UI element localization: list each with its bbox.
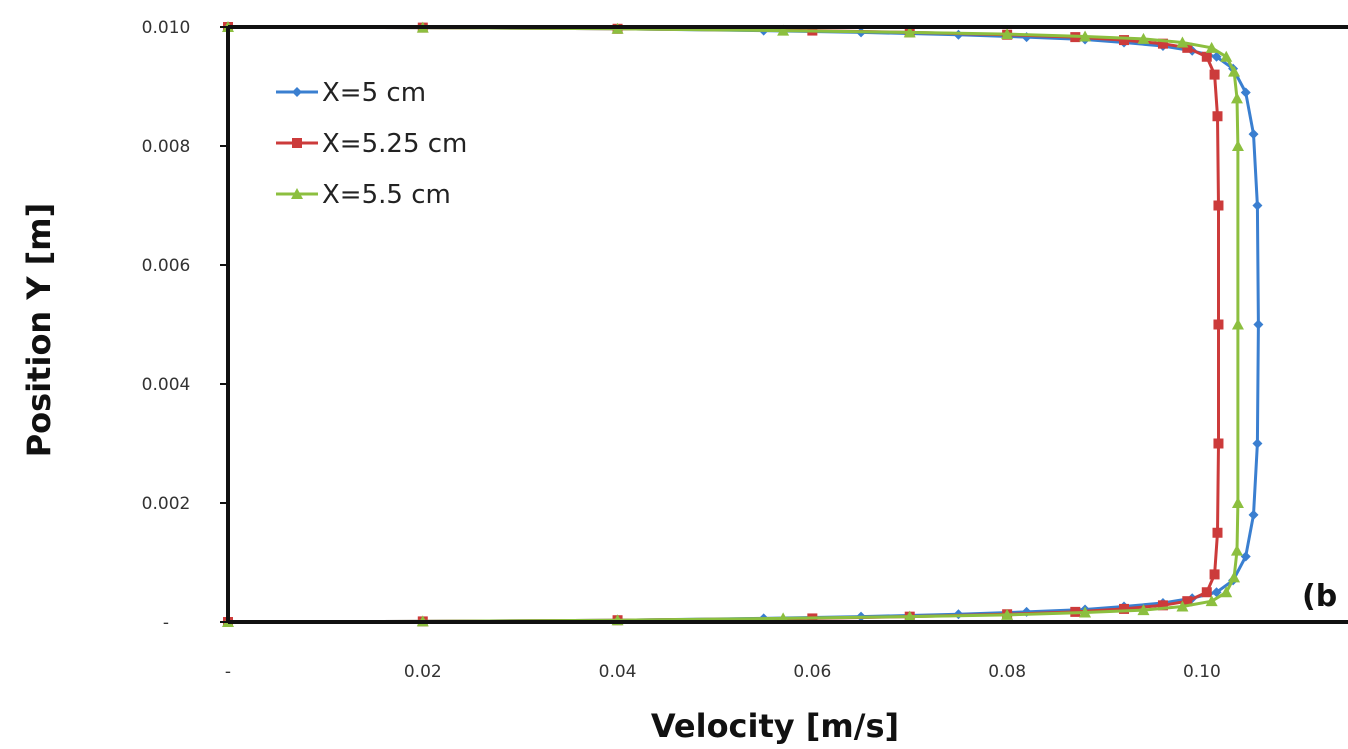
data-point xyxy=(1228,571,1241,583)
data-point xyxy=(1231,497,1244,508)
data-point xyxy=(1137,604,1150,616)
x-tick-label: 0.04 xyxy=(599,662,637,682)
data-point xyxy=(1253,319,1264,330)
data-point xyxy=(1230,92,1243,104)
y-tick-label: 0.006 xyxy=(142,256,191,276)
data-point xyxy=(1209,569,1220,580)
x-tick-label: 0.02 xyxy=(404,662,442,682)
data-point xyxy=(1252,438,1263,449)
x-axis-title: Velocity [m/s] xyxy=(651,707,899,745)
data-point xyxy=(292,87,302,97)
data-point xyxy=(1231,140,1244,151)
x-tick-label: - xyxy=(225,662,231,682)
data-point xyxy=(903,610,916,622)
data-point xyxy=(1212,527,1223,538)
data-point xyxy=(1211,51,1222,62)
y-axis-title: Position Y [m] xyxy=(20,203,58,458)
data-point xyxy=(1079,606,1092,618)
data-point xyxy=(1176,600,1189,612)
data-point xyxy=(1205,41,1218,53)
data-point xyxy=(1176,36,1189,48)
axes-layer: - 0.002 0.004 0.006 0.008 0.010 - 0.02 0.04 0.06 0… xyxy=(142,18,1348,682)
data-point xyxy=(1137,32,1150,44)
data-point xyxy=(291,188,303,199)
x-tick-label: 0.06 xyxy=(793,662,831,682)
x-tick-label: 0.08 xyxy=(988,662,1026,682)
series-layer xyxy=(222,21,1264,627)
series-line xyxy=(227,25,1260,624)
x-tick-label: 0.10 xyxy=(1183,662,1221,682)
data-point xyxy=(1119,603,1129,614)
data-point xyxy=(1213,319,1224,330)
data-point xyxy=(903,26,916,38)
legend-item: X=5 cm xyxy=(276,78,426,108)
data-point xyxy=(1209,69,1220,80)
legend: X=5 cm X=5.25 cm X=5.5 cm xyxy=(276,78,467,210)
series-line xyxy=(227,25,1240,624)
legend-label: X=5.25 cm xyxy=(322,129,467,159)
data-point xyxy=(1248,509,1259,520)
data-point xyxy=(292,138,302,148)
series-line xyxy=(227,25,1220,624)
data-point xyxy=(1201,587,1212,598)
data-point xyxy=(1213,200,1224,211)
data-point xyxy=(1252,200,1263,211)
y-tick-label: 0.002 xyxy=(142,494,191,514)
data-point xyxy=(1240,551,1251,562)
series-3 xyxy=(222,21,1244,627)
data-point xyxy=(1157,38,1168,49)
y-tick-label: 0.004 xyxy=(142,375,191,395)
data-point xyxy=(1231,318,1244,330)
data-point xyxy=(1248,129,1259,140)
data-point xyxy=(1220,586,1233,598)
legend-label: X=5 cm xyxy=(322,78,426,108)
data-point xyxy=(777,24,790,36)
data-point xyxy=(1228,65,1241,77)
panel-label: (b xyxy=(1302,579,1337,614)
y-tick-label: - xyxy=(163,613,169,633)
y-tick-label: 0.008 xyxy=(142,137,191,157)
data-point xyxy=(1212,111,1223,122)
data-point xyxy=(1213,438,1224,449)
legend-label: X=5.5 cm xyxy=(322,180,451,210)
data-point xyxy=(1001,608,1014,620)
series-1 xyxy=(223,22,1264,627)
data-point xyxy=(1205,595,1218,607)
legend-item: X=5.25 cm xyxy=(276,129,467,159)
data-point xyxy=(1201,51,1212,62)
legend-item: X=5.5 cm xyxy=(276,180,451,210)
data-point xyxy=(1001,28,1014,40)
data-point xyxy=(1182,42,1193,53)
series-2 xyxy=(223,22,1224,627)
data-point xyxy=(1157,600,1168,611)
data-point xyxy=(1211,587,1222,598)
data-point xyxy=(1079,30,1092,42)
data-point xyxy=(1240,87,1251,98)
data-point xyxy=(1220,50,1233,62)
data-point xyxy=(1182,596,1193,607)
data-point xyxy=(1119,35,1129,46)
data-point xyxy=(1230,544,1243,556)
y-tick-label: 0.010 xyxy=(142,18,191,38)
